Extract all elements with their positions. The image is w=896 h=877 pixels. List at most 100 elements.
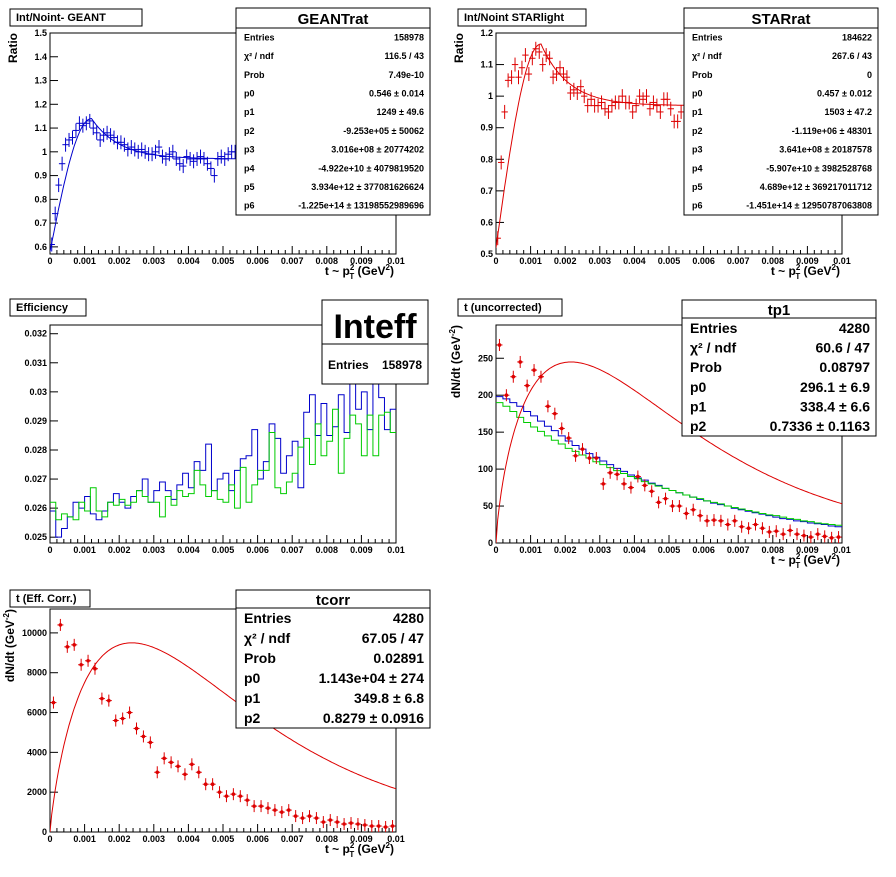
data-point xyxy=(773,525,780,538)
plot-area xyxy=(50,373,396,538)
x-axis-label: t ~ p2 T (GeV2) xyxy=(325,841,394,859)
data-point-marker xyxy=(293,814,298,818)
data-point-marker xyxy=(127,710,132,715)
data-point xyxy=(515,70,522,85)
data-point-marker xyxy=(266,806,270,810)
data-point xyxy=(86,113,93,128)
x-tick-label: 0.006 xyxy=(246,834,269,844)
data-point xyxy=(607,466,614,479)
data-point xyxy=(361,819,368,832)
data-point xyxy=(354,818,361,831)
y-tick-label: 2000 xyxy=(27,787,47,797)
data-point-marker xyxy=(726,522,730,527)
data-point xyxy=(690,503,697,516)
stats-box-frame xyxy=(235,7,431,216)
y-tick-label: 1 xyxy=(42,147,47,157)
y-tick-label: 0.032 xyxy=(24,329,47,339)
data-point xyxy=(683,507,690,520)
y-tick-label: 200 xyxy=(478,390,493,400)
data-point xyxy=(766,525,773,538)
data-point xyxy=(601,101,609,116)
data-point xyxy=(140,730,147,743)
data-point-marker xyxy=(196,770,201,775)
data-point-marker xyxy=(629,485,633,490)
stats-box-frame xyxy=(681,299,877,437)
data-point xyxy=(110,130,118,145)
x-tick-label: 0.003 xyxy=(143,256,166,266)
data-point-marker xyxy=(511,374,516,379)
data-point xyxy=(704,514,711,527)
data-point xyxy=(584,98,591,113)
data-point xyxy=(103,125,111,140)
y-tick-label: 0.025 xyxy=(24,532,47,542)
data-point xyxy=(738,520,745,533)
data-point xyxy=(278,806,285,819)
data-point xyxy=(497,155,505,170)
x-tick-label: 0 xyxy=(47,545,52,555)
data-point xyxy=(72,123,80,138)
data-point xyxy=(169,144,177,159)
stats-row-value: 184622 xyxy=(842,32,872,42)
data-point xyxy=(173,151,180,166)
data-point-marker xyxy=(314,816,319,820)
stats-row-value: 349.8 ± 6.8 xyxy=(354,690,424,706)
data-point-marker xyxy=(649,489,654,494)
data-point-marker xyxy=(100,696,104,701)
data-point xyxy=(697,509,704,522)
data-point xyxy=(518,60,526,75)
data-point xyxy=(511,57,519,72)
data-point xyxy=(608,98,616,113)
x-tick-label: 0.008 xyxy=(316,834,339,844)
data-point xyxy=(58,156,66,171)
data-point xyxy=(537,370,544,383)
data-point xyxy=(216,786,223,799)
title-box xyxy=(9,8,143,27)
data-point xyxy=(78,658,85,671)
data-point xyxy=(209,778,216,791)
data-point xyxy=(65,132,73,147)
data-point xyxy=(138,142,145,157)
chart-title: Int/Noint STARlight xyxy=(464,12,564,24)
stats-box-name: STARrat xyxy=(752,11,811,28)
data-point-marker xyxy=(587,456,592,460)
data-point xyxy=(504,73,512,88)
x-tick-label: 0.005 xyxy=(212,256,235,266)
data-point xyxy=(141,144,149,159)
data-point-marker xyxy=(369,824,374,828)
stats-row-label: Entries xyxy=(690,320,738,336)
data-point xyxy=(579,443,586,456)
data-point-marker xyxy=(822,534,827,539)
data-point xyxy=(207,161,215,176)
data-point xyxy=(835,531,842,543)
data-point-marker xyxy=(224,794,229,798)
data-point-marker xyxy=(719,519,723,523)
data-point xyxy=(581,89,588,104)
data-point xyxy=(155,140,163,155)
y-tick-label: 0.6 xyxy=(34,242,47,252)
data-point-marker xyxy=(335,820,339,824)
x-axis-label-unit: (GeV xyxy=(800,264,831,278)
data-point xyxy=(85,654,92,667)
data-point xyxy=(221,151,228,166)
data-point xyxy=(807,531,814,543)
x-axis-label-close: ) xyxy=(390,842,394,856)
x-axis-label: t ~ p2 T (GeV2) xyxy=(771,263,840,281)
y-tick-label: 4000 xyxy=(27,747,47,757)
stats-row-value: 3.934e+12 ± 377081626624 xyxy=(311,182,424,192)
stats-row-label: p0 xyxy=(690,379,707,395)
data-point xyxy=(93,125,100,140)
data-point-marker xyxy=(497,343,502,347)
data-point xyxy=(161,752,168,765)
x-tick-label: 0.007 xyxy=(727,256,750,266)
stats-row-value: 0.7336 ± 0.1163 xyxy=(770,418,871,434)
y-tick-label: 1.5 xyxy=(34,28,47,38)
x-tick-label: 0 xyxy=(493,545,498,555)
stats-row-label: p2 xyxy=(244,710,261,726)
data-point xyxy=(258,800,265,813)
stats-row-value: 4280 xyxy=(393,610,424,626)
data-point-marker xyxy=(539,374,543,379)
stats-row-label: p1 xyxy=(244,690,261,706)
data-point xyxy=(154,766,161,779)
data-point xyxy=(71,638,78,651)
data-point-marker xyxy=(72,643,77,647)
